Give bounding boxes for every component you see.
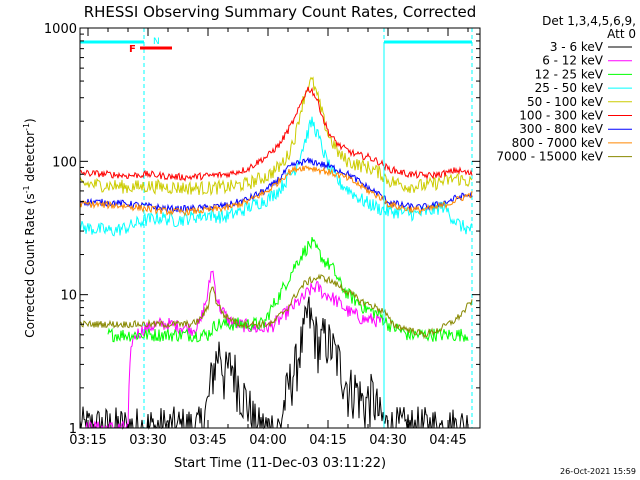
x-tick-label-3: 04:00: [249, 433, 286, 448]
legend-label-4: 50 - 100 keV: [527, 95, 604, 109]
y-axis: 1 10 100 1000: [44, 22, 480, 437]
legend-label-0: 3 - 6 keV: [550, 40, 604, 54]
x-tick-label-0: 03:15: [69, 433, 106, 448]
y-tick-label-1: 10: [60, 289, 77, 304]
legend-header-line1: Det 1,3,4,5,6,9,: [542, 14, 636, 28]
legend-label-5: 100 - 300 keV: [519, 109, 603, 123]
x-tick-label-1: 03:30: [129, 433, 166, 448]
legend-label-8: 7000 - 15000 keV: [496, 150, 603, 164]
series-line-6: [79, 156, 473, 214]
y-tick-label-2: 100: [52, 155, 77, 170]
legend-label-7: 800 - 7000 keV: [512, 136, 604, 150]
legend-label-6: 300 - 800 keV: [519, 122, 603, 136]
x-axis-label: Start Time (11-Dec-03 03:11:22): [174, 456, 386, 471]
x-tick-label-2: 03:45: [189, 433, 226, 448]
flare-flag-label: F: [129, 44, 136, 55]
y-label-sup2: -1: [22, 123, 31, 131]
y-label-main: Corrected Count Rate (s: [23, 193, 37, 337]
series-line-4: [79, 76, 473, 197]
y-label-mid: detector: [23, 131, 37, 186]
plot-area: N F: [79, 27, 481, 430]
legend-label-2: 12 - 25 keV: [535, 67, 604, 81]
x-tick-label-6: 04:45: [429, 433, 466, 448]
legend-label-3: 25 - 50 keV: [535, 81, 604, 95]
chart-title: RHESSI Observing Summary Count Rates, Co…: [84, 3, 477, 21]
series-line-7: [79, 165, 473, 217]
flare-flag: F: [129, 44, 172, 55]
plot-frame: [79, 27, 481, 429]
y-label-sup1: -1: [22, 185, 31, 193]
x-axis: 03:15 03:30 03:45 04:00 04:15 04:30 04:45: [69, 28, 469, 448]
series-line-8: [79, 273, 473, 340]
y-tick-label-3: 1000: [44, 22, 77, 37]
y-axis-label: Corrected Count Rate (s-1 detector-1): [22, 118, 37, 337]
y-label-end: ): [23, 118, 37, 123]
x-tick-label-4: 04:15: [309, 433, 346, 448]
generated-timestamp: 26-Oct-2021 15:59: [560, 467, 636, 476]
legend-header-line2: Att 0: [607, 27, 636, 41]
series-line-5: [79, 86, 473, 182]
x-tick-label-5: 04:30: [369, 433, 406, 448]
night-marker-label-0: N: [153, 37, 160, 47]
y-tick-label-0: 1: [69, 422, 77, 437]
legend-label-1: 6 - 12 keV: [542, 54, 604, 68]
